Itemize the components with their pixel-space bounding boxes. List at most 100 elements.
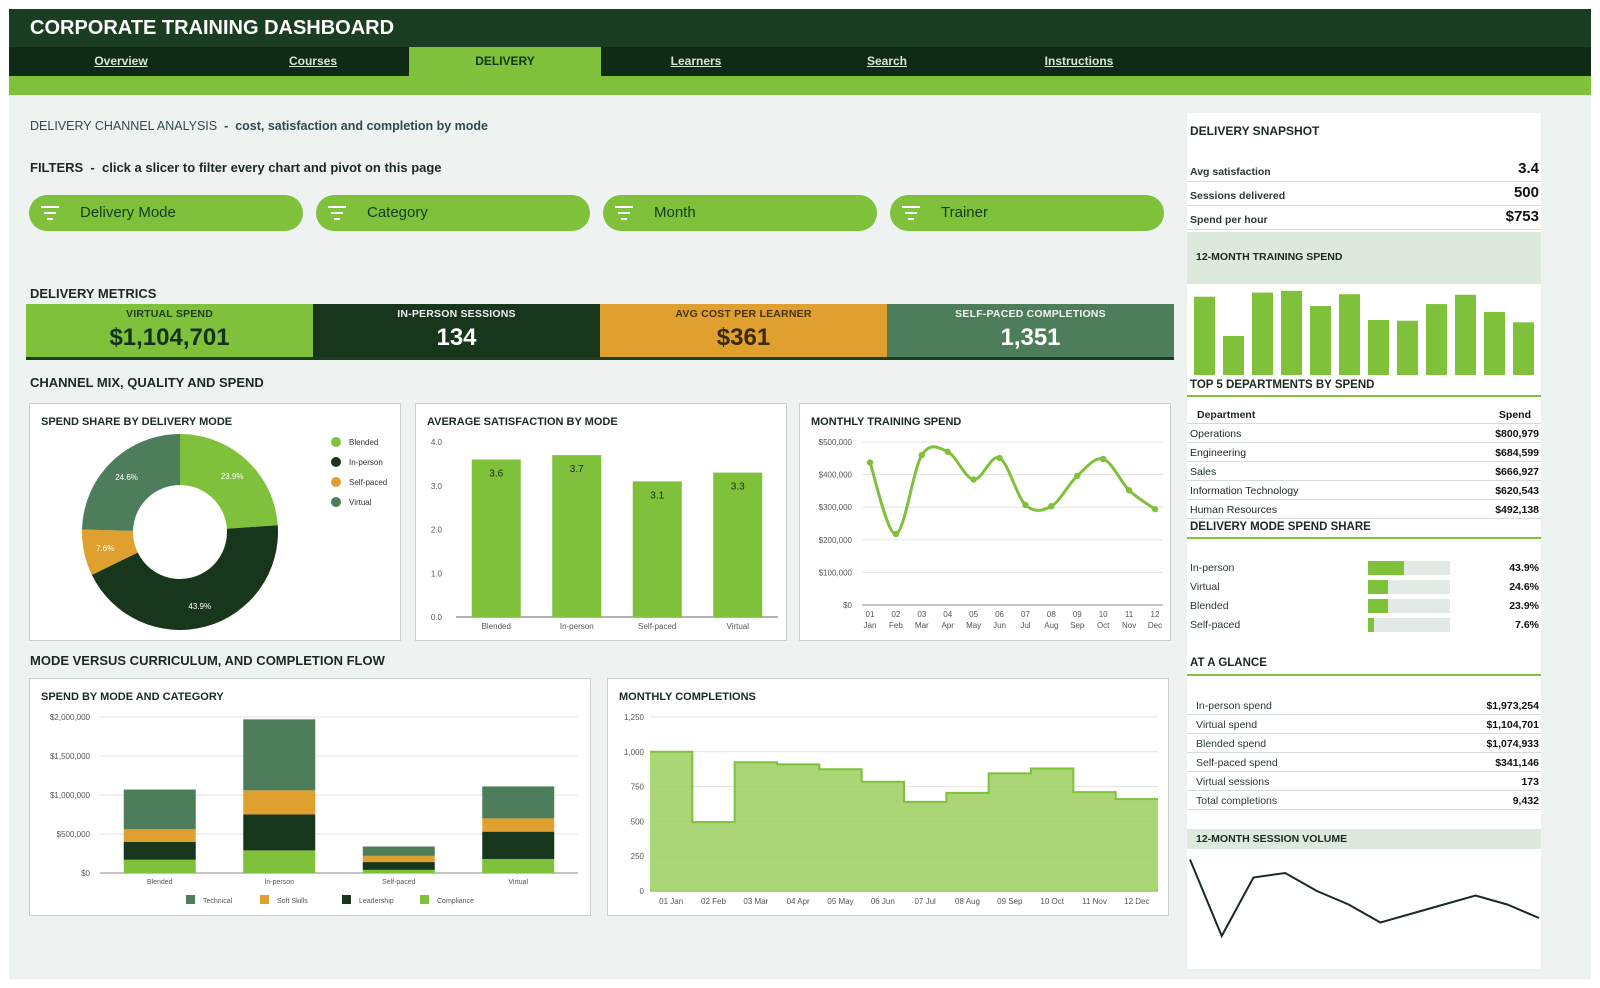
- chart-card-spend-by-mode-category: SPEND BY MODE AND CATEGORY $0 $500,000 $1,…: [29, 678, 591, 916]
- stack-segment-compliance: [482, 858, 555, 873]
- dept-col-header: Department: [1197, 409, 1256, 421]
- stack-segment-soft-skills: [362, 855, 435, 863]
- filter-icon: [902, 206, 920, 220]
- y-tick-label: $0: [843, 601, 852, 610]
- mode-share-row: Virtual 24.6%: [1187, 578, 1541, 597]
- slicer-label: Category: [367, 204, 428, 221]
- x-tick-label: 05: [969, 610, 978, 619]
- spark-bar: [1223, 335, 1244, 375]
- mode-share-value: 43.9%: [1509, 562, 1539, 574]
- spend-chart-title: 12-MONTH TRAINING SPEND: [1187, 232, 1541, 284]
- mode-share-fill: [1368, 618, 1375, 632]
- snapshot-title: DELIVERY SNAPSHOT: [1190, 124, 1320, 138]
- legend-label: Self-paced: [349, 478, 387, 487]
- x-tick-label: Virtual: [508, 879, 528, 886]
- x-tick-label: 09: [1073, 610, 1082, 619]
- stack-segment-leadership: [482, 831, 555, 859]
- session-volume-sparkline: [1189, 859, 1540, 939]
- x-tick-label: Self-paced: [382, 879, 416, 886]
- x-tick-label: 03: [917, 610, 926, 619]
- slicer-delivery-mode[interactable]: Delivery Mode: [29, 195, 303, 231]
- kpi-label: VIRTUAL SPEND: [126, 308, 213, 320]
- mode-share-bar: [1368, 599, 1450, 613]
- bar-data-label: 3.3: [731, 482, 745, 493]
- mode-share-bar: [1368, 618, 1450, 632]
- glance-row: Total completions 9,432: [1187, 791, 1541, 810]
- legend-swatch: [331, 457, 341, 467]
- spark-bar: [1484, 311, 1505, 375]
- donut-data-label: 43.9%: [188, 602, 211, 611]
- page-heading: DELIVERY CHANNEL ANALYSIS - cost, satisf…: [30, 119, 489, 133]
- x-tick-label: Blended: [147, 879, 173, 886]
- x-tick-label: Blended: [482, 622, 511, 631]
- x-tick-label: 10: [1099, 610, 1108, 619]
- glance-row: Self-paced spend $341,146: [1187, 753, 1541, 772]
- slicer-trainer[interactable]: Trainer: [890, 195, 1164, 231]
- avg-satisfaction-bar-chart: 0.0 1.0 2.0 3.0 4.0 3.6 Blended 3.7 In-person 3.1…: [431, 438, 778, 631]
- x-tick-label: May: [966, 621, 981, 630]
- x-tick-label: Sep: [1070, 621, 1085, 630]
- glance-row: Virtual spend $1,104,701: [1187, 715, 1541, 734]
- spark-bar: [1281, 290, 1302, 375]
- department-row: Human Resources $492,138: [1187, 500, 1541, 519]
- kpi-self-paced-completions: SELF-PACED COMPLETIONS 1,351: [887, 304, 1174, 360]
- bar-data-label: 3.7: [570, 464, 584, 475]
- stack-segment-leadership: [123, 841, 196, 860]
- y-tick-label: $1,500,000: [50, 752, 91, 761]
- tab-search[interactable]: Search: [866, 54, 908, 68]
- legend-label: Leadership: [359, 898, 394, 905]
- x-tick-label: 06: [995, 610, 1004, 619]
- x-tick-label: 08: [1047, 610, 1056, 619]
- x-tick-label: Jan: [864, 621, 877, 630]
- glance-title: AT A GLANCE: [1190, 657, 1267, 669]
- kpi-label: IN-PERSON SESSIONS: [397, 308, 516, 320]
- chart-title: SPEND BY MODE AND CATEGORY: [41, 691, 224, 703]
- x-tick-label: Oct: [1097, 621, 1110, 630]
- line-point: [1099, 455, 1107, 463]
- x-tick-label: Dec: [1148, 621, 1162, 630]
- mode-share-fill: [1368, 561, 1404, 575]
- spark-bar: [1513, 322, 1534, 375]
- x-tick-label: 07 Jul: [914, 897, 936, 906]
- mode-share-row: In-person 43.9%: [1187, 559, 1541, 578]
- legend-swatch: [331, 437, 341, 447]
- glance-value: 9,432: [1512, 795, 1539, 807]
- slicer-month[interactable]: Month: [603, 195, 877, 231]
- spark-bar: [1455, 294, 1476, 375]
- snapshot-row: Spend per hour $753: [1187, 206, 1541, 230]
- glance-row: Blended spend $1,074,933: [1187, 734, 1541, 753]
- section-underline: [1187, 674, 1541, 676]
- y-tick-label: $500,000: [57, 830, 91, 839]
- tab-overview[interactable]: Overview: [94, 54, 148, 68]
- nav-bar: Overview Courses DELIVERY Learners Searc…: [9, 47, 1591, 78]
- stack-segment-compliance: [123, 859, 196, 873]
- snapshot-value: 500: [1513, 184, 1539, 201]
- tab-learners[interactable]: Learners: [670, 54, 722, 68]
- kpi-value: $1,104,701: [109, 324, 230, 351]
- mode-share-fill: [1368, 599, 1388, 613]
- session-volume-line: [1189, 859, 1540, 939]
- department-spend: $666,927: [1495, 466, 1539, 478]
- tab-instructions[interactable]: Instructions: [1044, 54, 1114, 68]
- glance-row: In-person spend $1,973,254: [1187, 696, 1541, 715]
- tab-delivery[interactable]: DELIVERY: [409, 47, 601, 78]
- bar-blended: [471, 459, 521, 617]
- line-point: [866, 459, 874, 466]
- stack-segment-soft-skills: [243, 790, 316, 815]
- slicer-category[interactable]: Category: [316, 195, 590, 231]
- snapshot-label: Spend per hour: [1190, 214, 1268, 226]
- donut-slice-in-person: [91, 525, 279, 630]
- y-tick-label: 1.0: [431, 569, 443, 578]
- department-name: Human Resources: [1190, 504, 1277, 516]
- tab-courses[interactable]: Courses: [288, 54, 338, 68]
- glance-value: $1,104,701: [1486, 719, 1539, 731]
- line-point: [996, 454, 1003, 462]
- right-panel: DELIVERY SNAPSHOT Avg satisfaction 3.4 S…: [1187, 113, 1541, 969]
- kpi-value: 1,351: [1000, 324, 1061, 351]
- spend-share-donut-chart: 23.9% 43.9% 7.6% 24.6% Blended In-person Self-…: [82, 434, 387, 630]
- stack-segment-leadership: [362, 862, 435, 870]
- mode-share-value: 23.9%: [1509, 600, 1539, 612]
- app-title: CORPORATE TRAINING DASHBOARD: [9, 9, 1591, 47]
- y-tick-label: 1,000: [624, 748, 645, 757]
- legend-swatch: [331, 497, 341, 507]
